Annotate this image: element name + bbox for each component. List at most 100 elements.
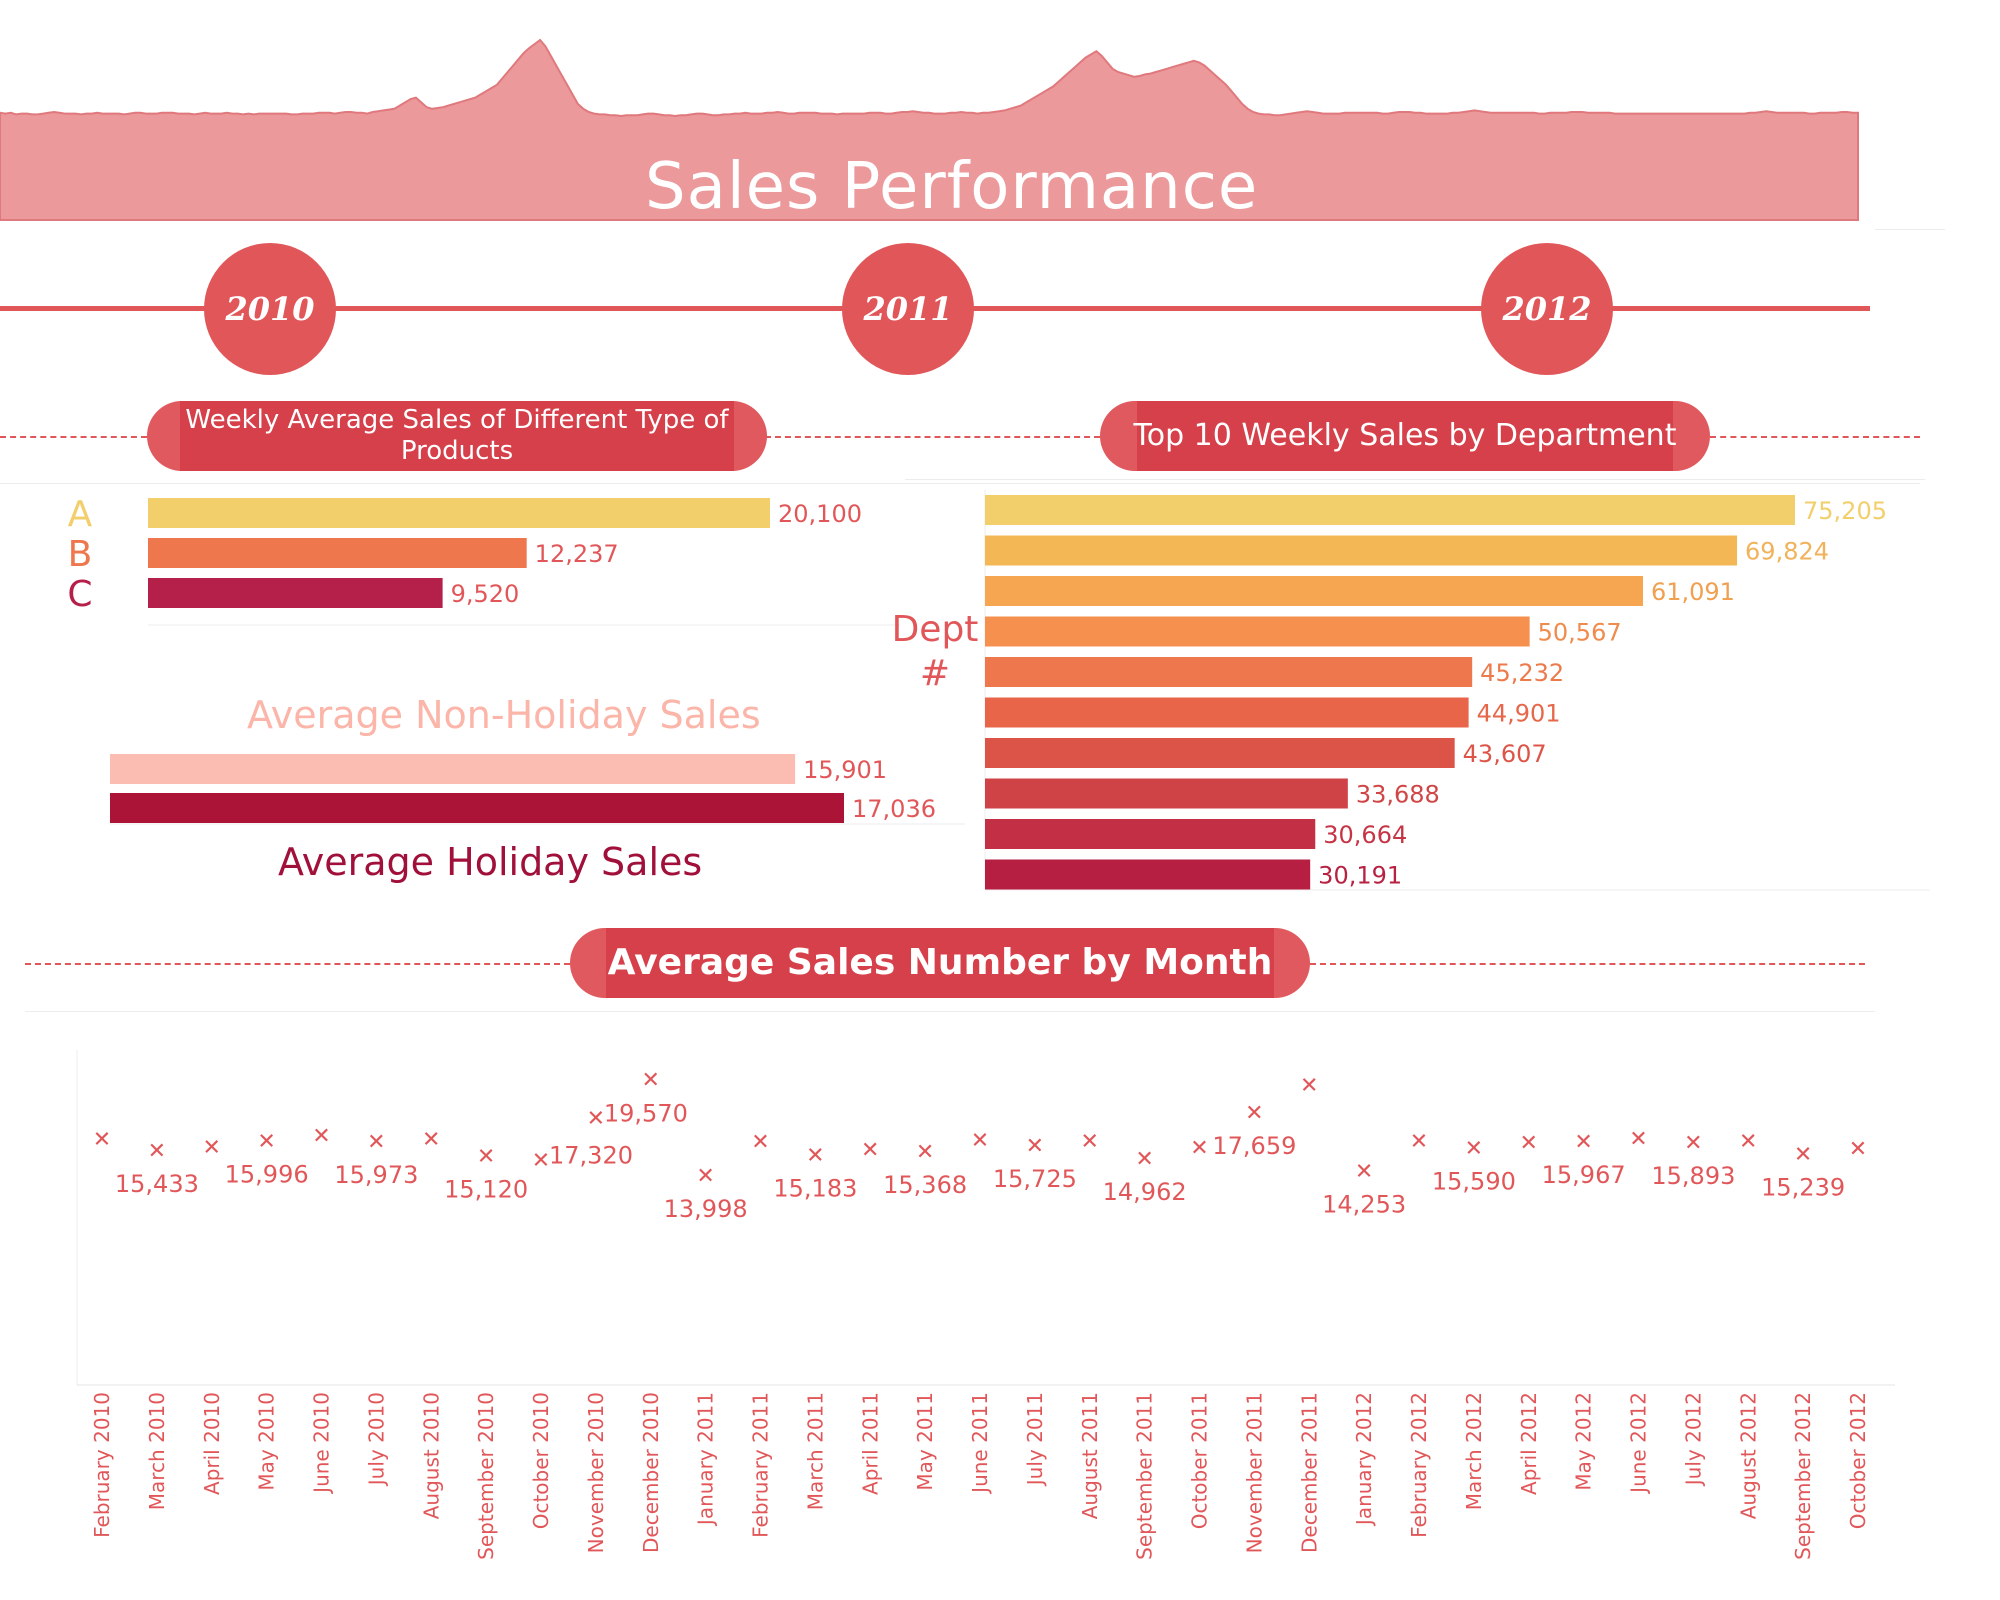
monthly-title: Average Sales Number by Month	[570, 928, 1310, 998]
dept-bar-8[interactable]	[985, 778, 1348, 809]
dept-bar-2[interactable]	[985, 535, 1738, 566]
month-tick-label: March 2012	[1462, 1392, 1486, 1510]
month-point[interactable]: ✕	[1026, 1134, 1044, 1159]
month-tick-label: March 2011	[803, 1392, 827, 1510]
month-value-label: 15,725	[993, 1165, 1077, 1193]
month-tick-label: May 2011	[913, 1392, 937, 1491]
sparkline-area	[0, 38, 1859, 221]
month-point[interactable]: ✕	[1794, 1142, 1812, 1167]
month-tick-label: May 2010	[255, 1392, 279, 1491]
month-point[interactable]: ✕	[1465, 1136, 1483, 1161]
holiday-value-label: 17,036	[852, 795, 936, 823]
dept-value-label: 45,232	[1480, 659, 1564, 687]
holiday-chart: 15,901 17,036	[110, 754, 965, 825]
month-point[interactable]: ✕	[696, 1164, 714, 1189]
product-bar-C[interactable]	[148, 578, 443, 608]
dept-bar-4[interactable]	[985, 616, 1530, 647]
month-point[interactable]: ✕	[1355, 1159, 1373, 1184]
month-point[interactable]: ✕	[1410, 1130, 1428, 1155]
month-point[interactable]: ✕	[1684, 1131, 1702, 1156]
holiday-title: Average Holiday Sales	[278, 840, 703, 884]
product-bar-B[interactable]	[148, 538, 527, 568]
month-value-label: 15,120	[444, 1175, 528, 1203]
non-holiday-title: Average Non-Holiday Sales	[247, 693, 761, 737]
month-point[interactable]: ✕	[1135, 1147, 1153, 1172]
month-point[interactable]: ✕	[422, 1127, 440, 1152]
month-tick-label: November 2010	[584, 1392, 608, 1553]
holiday-value-label: 15,901	[803, 756, 887, 784]
dept-value-label: 30,664	[1323, 821, 1407, 849]
dept-bar-6[interactable]	[985, 697, 1469, 728]
month-point[interactable]: ✕	[1629, 1127, 1647, 1152]
dept-bar-9[interactable]	[985, 819, 1316, 849]
year-2010-badge[interactable]: 2010	[204, 243, 336, 375]
month-point[interactable]: ✕	[1190, 1136, 1208, 1161]
month-point[interactable]: ✕	[806, 1143, 824, 1168]
year-2012-badge[interactable]: 2012	[1481, 243, 1613, 375]
month-tick-label: June 2012	[1627, 1392, 1651, 1495]
product-value-label: 12,237	[535, 540, 619, 568]
dept-bar-10[interactable]	[985, 859, 1311, 890]
month-tick-label: December 2011	[1297, 1392, 1321, 1553]
divider-monthly-left	[25, 963, 570, 965]
month-tick-label: February 2010	[90, 1392, 114, 1538]
month-tick-label: September 2010	[474, 1392, 498, 1560]
divider-left	[0, 436, 147, 438]
dept-bar-1[interactable]	[985, 495, 1795, 525]
month-tick-label: September 2012	[1791, 1392, 1815, 1560]
month-point[interactable]: ✕	[971, 1128, 989, 1153]
monthly-title-text: Average Sales Number by Month	[607, 942, 1273, 984]
dept-value-label: 75,205	[1803, 497, 1887, 525]
month-point[interactable]: ✕	[532, 1148, 550, 1173]
dept-bar-5[interactable]	[985, 657, 1473, 687]
month-point[interactable]: ✕	[751, 1130, 769, 1155]
month-point[interactable]: ✕	[1300, 1073, 1318, 1098]
month-point[interactable]: ✕	[1574, 1130, 1592, 1155]
month-point[interactable]: ✕	[477, 1144, 495, 1169]
month-point[interactable]: ✕	[257, 1129, 275, 1154]
month-point[interactable]: ✕	[203, 1135, 221, 1160]
month-point[interactable]: ✕	[1081, 1130, 1099, 1155]
month-point[interactable]: ✕	[312, 1124, 330, 1149]
divider-middle	[765, 436, 1100, 438]
month-value-label: 15,433	[115, 1170, 199, 1198]
year-2011-badge[interactable]: 2011	[842, 243, 974, 375]
month-tick-label: September 2011	[1133, 1392, 1157, 1560]
product-types-chart: 20,100 A 12,237 B 9,520 C	[67, 494, 900, 626]
month-point[interactable]: ✕	[916, 1140, 934, 1165]
month-point[interactable]: ✕	[861, 1138, 879, 1163]
month-point[interactable]: ✕	[93, 1128, 111, 1153]
dept-value-label: 50,567	[1538, 619, 1622, 647]
product-category-label: C	[67, 574, 92, 615]
month-point[interactable]: ✕	[1520, 1131, 1538, 1156]
month-value-label: 13,998	[664, 1195, 748, 1223]
month-tick-label: October 2011	[1188, 1392, 1212, 1529]
product-category-label: A	[68, 494, 93, 535]
month-point[interactable]: ✕	[1245, 1101, 1263, 1126]
header-sparkline	[0, 38, 1859, 221]
dept-bar-3[interactable]	[985, 576, 1643, 606]
divider-monthly-right	[1310, 963, 1865, 965]
month-tick-label: July 2010	[364, 1392, 388, 1487]
month-value-label: 14,962	[1103, 1178, 1187, 1206]
divider-right	[1710, 436, 1920, 438]
month-point[interactable]: ✕	[587, 1107, 605, 1132]
dept-value-label: 33,688	[1356, 781, 1440, 809]
holiday-bar-1[interactable]	[110, 793, 844, 823]
dept-value-label: 43,607	[1463, 740, 1547, 768]
month-tick-label: June 2011	[968, 1392, 992, 1495]
month-point[interactable]: ✕	[1739, 1129, 1757, 1154]
product-bar-A[interactable]	[148, 498, 770, 528]
month-value-label: 15,590	[1432, 1167, 1516, 1195]
month-point[interactable]: ✕	[1849, 1137, 1867, 1162]
month-point[interactable]: ✕	[642, 1068, 660, 1093]
holiday-bar-0[interactable]	[110, 754, 796, 784]
dept-bar-7[interactable]	[985, 738, 1455, 768]
departments-title: Top 10 Weekly Sales by Department	[1100, 401, 1710, 471]
month-tick-label: August 2011	[1078, 1392, 1102, 1519]
month-value-label: 15,183	[773, 1174, 857, 1202]
month-point[interactable]: ✕	[367, 1130, 385, 1155]
month-value-label: 15,893	[1651, 1162, 1735, 1190]
departments-chart: 75,205 69,824 61,091 50,567 45,232 44,901 43,6…	[984, 490, 1930, 891]
month-point[interactable]: ✕	[148, 1139, 166, 1164]
